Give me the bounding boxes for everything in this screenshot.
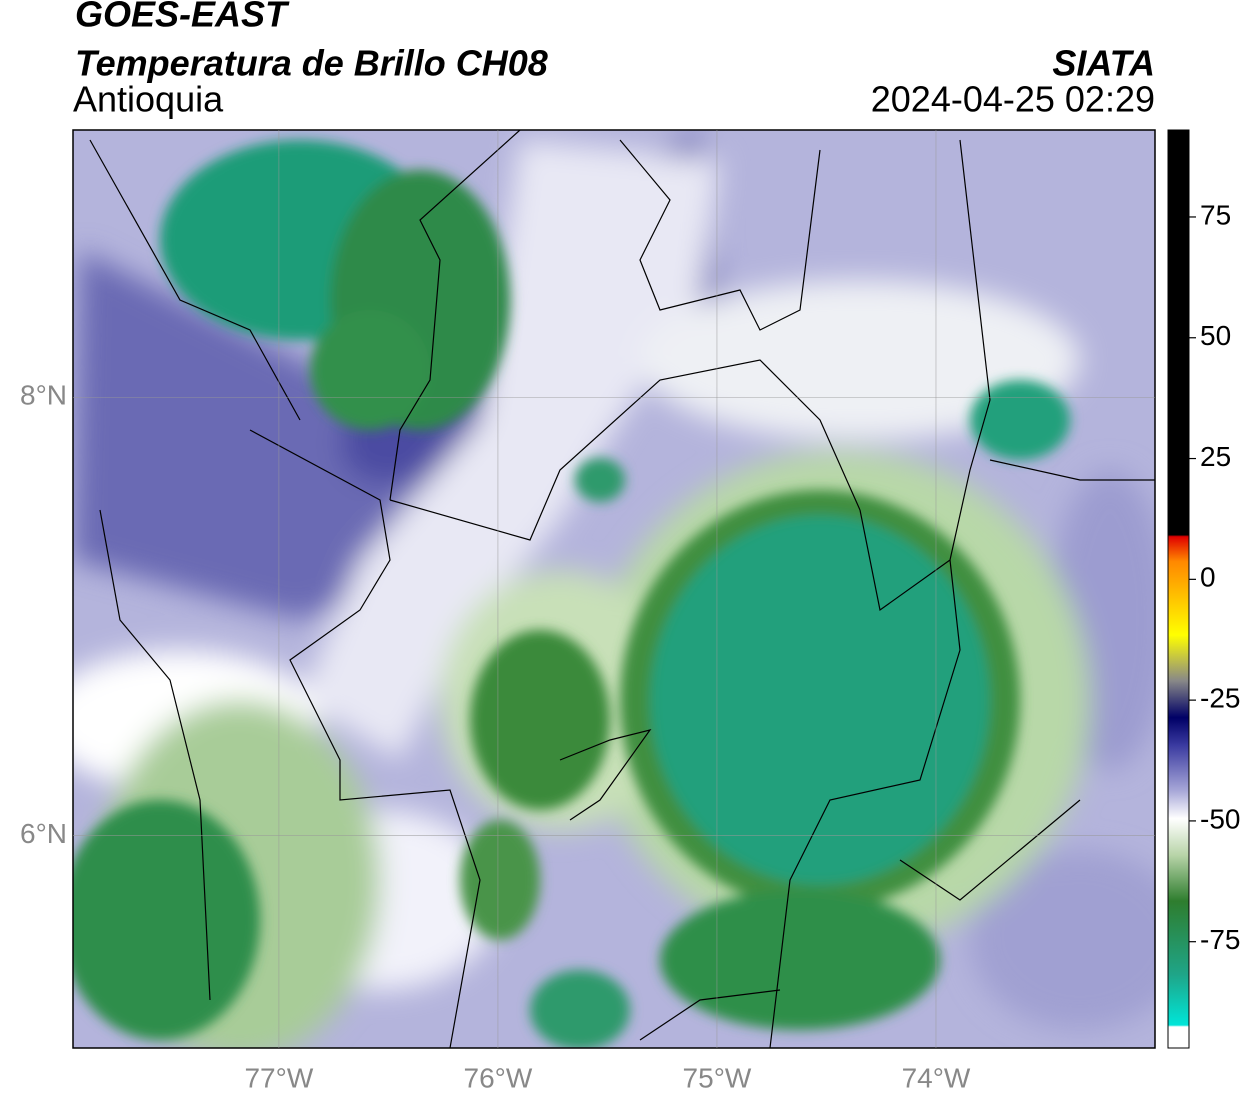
colorbar-tick-label: 25 (1200, 441, 1231, 472)
map-frame (72, 129, 1156, 1049)
colorbar-tick-label: 50 (1200, 320, 1231, 351)
colorbar-tick-label: -50 (1200, 803, 1240, 834)
colorbar-tick-label: -25 (1200, 683, 1240, 714)
y-tick-label: 8°N (20, 380, 67, 411)
colorbar-tick-label: -75 (1200, 924, 1240, 955)
satellite-image (73, 130, 1155, 1048)
colorbar-tick-label: 75 (1200, 199, 1231, 230)
timestamp: 2024-04-25 02:29 (871, 79, 1155, 120)
y-tick-label: 6°N (20, 818, 67, 849)
region: Antioquia (73, 79, 224, 120)
x-tick-label: 75°W (683, 1062, 752, 1093)
colorbar-tick-label: 0 (1200, 562, 1216, 593)
colorbar (1167, 129, 1190, 1049)
x-tick-label: 77°W (244, 1062, 313, 1093)
title: GOES-EAST (75, 0, 290, 35)
x-tick-label: 74°W (902, 1062, 971, 1093)
boundaries (89, 130, 1155, 1048)
subtitle: Temperatura de Brillo CH08 (75, 43, 548, 84)
source: SIATA (1052, 43, 1155, 84)
x-tick-label: 76°W (464, 1062, 533, 1093)
